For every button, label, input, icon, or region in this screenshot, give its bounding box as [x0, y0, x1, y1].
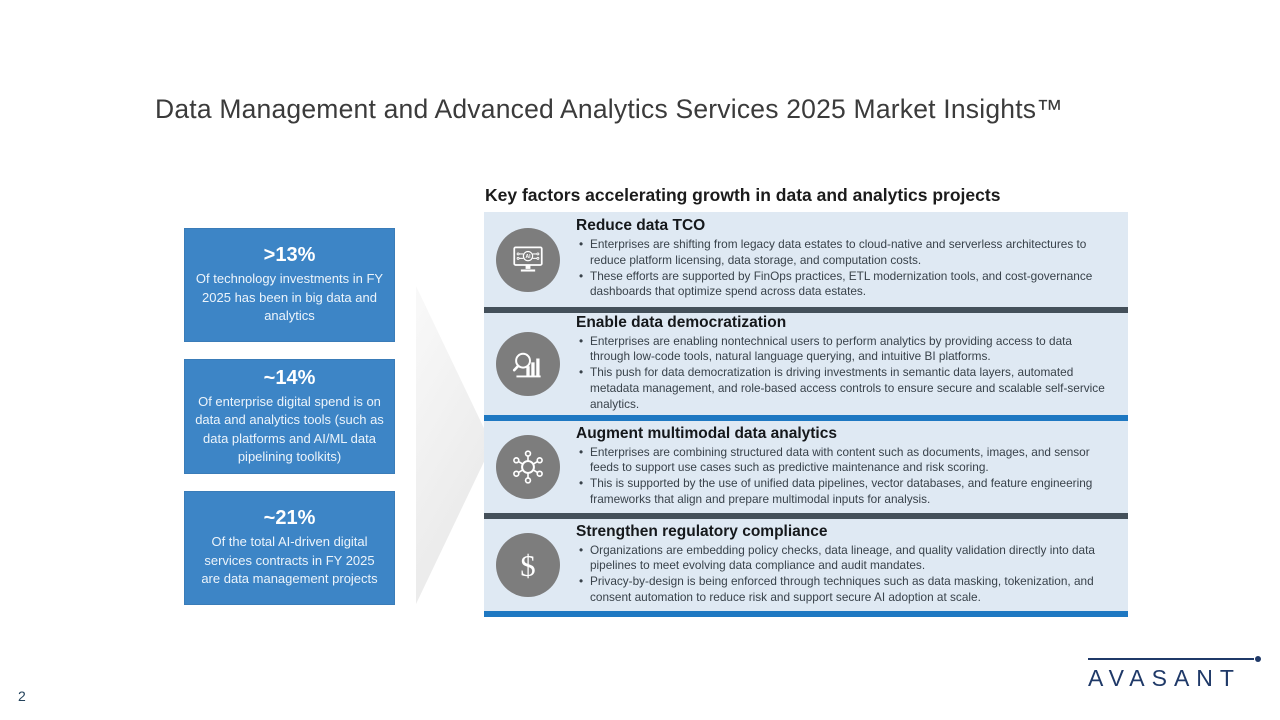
svg-text:AI: AI [525, 254, 531, 260]
ai-monitor-icon: AI [496, 227, 560, 292]
key-factors-heading: Key factors accelerating growth in data … [485, 185, 1001, 205]
factor-bullets: Enterprises are combining structured dat… [576, 445, 1114, 508]
icon-column [484, 332, 572, 396]
icon-column: AI [484, 227, 572, 292]
stat-value: ~21% [263, 507, 316, 530]
factor-title: Augment multimodal data analytics [576, 424, 837, 442]
stat-value: >13% [263, 244, 316, 267]
stat-boxes: >13% Of technology investments in FY 202… [184, 228, 395, 605]
stat-value: ~14% [263, 366, 316, 389]
factor-bullet: Privacy-by-design is being enforced thro… [576, 574, 1114, 605]
factor-title: Reduce data TCO [576, 217, 706, 235]
factor-section-multimodal-analytics: Augment multimodal data analytics Enterp… [484, 421, 1128, 513]
factor-bullet: Enterprises are shifting from legacy dat… [576, 237, 1114, 268]
factor-bullet: These efforts are supported by FinOps pr… [576, 269, 1114, 300]
key-factors-panel: AI Reduce data TCO Enterprises are shift… [484, 212, 1128, 617]
factor-bullet: Organizations are embedding policy check… [576, 543, 1114, 574]
stat-card-technology-investments: >13% Of technology investments in FY 202… [184, 228, 395, 342]
network-hub-icon [496, 435, 560, 499]
page-title: Data Management and Advanced Analytics S… [155, 94, 1063, 124]
factor-section-reduce-data-tco: AI Reduce data TCO Enterprises are shift… [484, 212, 1128, 307]
stat-description: Of technology investments in FY 2025 has… [195, 271, 384, 324]
search-analytics-icon [496, 332, 560, 396]
factor-title: Strengthen regulatory compliance [576, 522, 828, 540]
stat-description: Of enterprise digital spend is on data a… [195, 393, 384, 464]
factor-bullet: Enterprises are enabling nontechnical us… [576, 334, 1114, 365]
svg-text:$: $ [520, 549, 535, 583]
stat-card-ai-contracts: ~21% Of the total AI-driven digital serv… [184, 491, 395, 605]
factor-bullet: This is supported by the use of unified … [576, 476, 1114, 507]
logo-dot [1255, 656, 1261, 662]
right-arrow-shape [416, 286, 492, 604]
factor-bullets: Organizations are embedding policy check… [576, 543, 1114, 606]
factor-bullet: This push for data democratization is dr… [576, 365, 1114, 412]
stat-card-digital-spend: ~14% Of enterprise digital spend is on d… [184, 359, 395, 474]
avasant-logo: AVASANT [1088, 656, 1262, 692]
logo-wordmark: AVASANT [1088, 665, 1241, 691]
factor-bullets: Enterprises are enabling nontechnical us… [576, 334, 1114, 412]
factor-section-data-democratization: Enable data democratization Enterprises … [484, 313, 1128, 415]
factor-bullet: Enterprises are combining structured dat… [576, 445, 1114, 476]
dollar-icon: $ [496, 533, 560, 597]
logo-rule [1088, 656, 1261, 662]
factor-text: Augment multimodal data analytics Enterp… [572, 421, 1128, 514]
section-divider [484, 307, 1128, 313]
page-number: 2 [18, 688, 26, 704]
factor-bullets: Enterprises are shifting from legacy dat… [576, 237, 1114, 300]
section-divider [484, 513, 1128, 519]
section-divider [484, 611, 1128, 617]
factor-title: Enable data democratization [576, 313, 787, 331]
stat-description: Of the total AI-driven digital services … [201, 534, 378, 587]
factor-text: Strengthen regulatory compliance Organiz… [572, 519, 1128, 612]
icon-column [484, 435, 572, 499]
icon-column: $ [484, 533, 572, 597]
factor-text: Reduce data TCO Enterprises are shifting… [572, 213, 1128, 306]
factor-text: Enable data democratization Enterprises … [572, 310, 1128, 418]
factor-section-regulatory-compliance: $ Strengthen regulatory compliance Organ… [484, 519, 1128, 611]
section-divider [484, 415, 1128, 421]
